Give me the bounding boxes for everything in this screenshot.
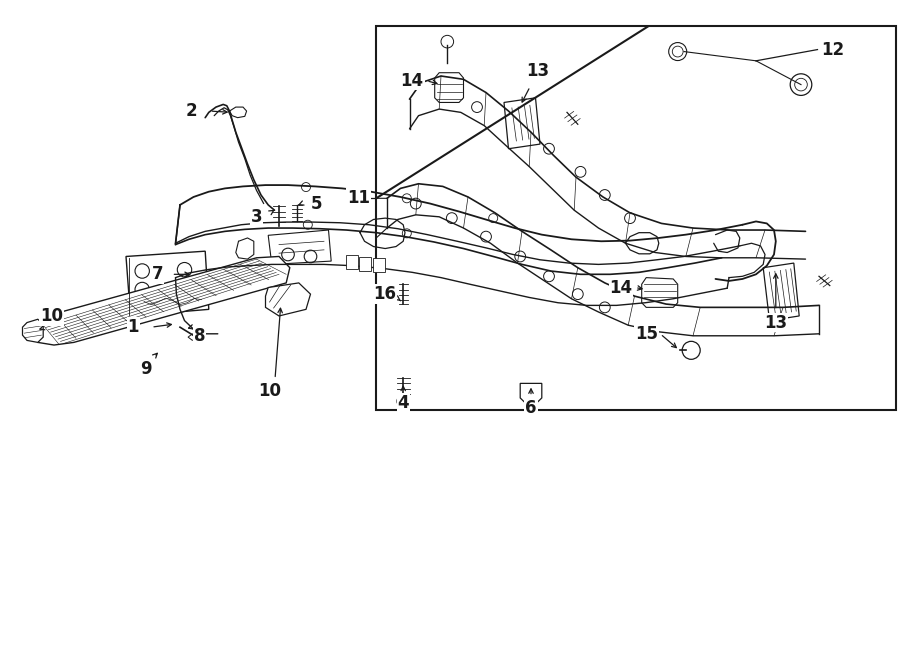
Text: 8: 8 bbox=[194, 327, 205, 345]
Bar bbox=[346, 255, 357, 269]
Polygon shape bbox=[520, 383, 542, 403]
Text: 13: 13 bbox=[526, 62, 550, 81]
Bar bbox=[373, 258, 384, 272]
Text: 10: 10 bbox=[258, 382, 282, 401]
Text: 16: 16 bbox=[373, 285, 396, 303]
Bar bbox=[359, 257, 371, 271]
Polygon shape bbox=[435, 73, 464, 102]
Text: 14: 14 bbox=[400, 71, 424, 90]
Text: 13: 13 bbox=[764, 313, 788, 332]
Text: 12: 12 bbox=[821, 40, 844, 59]
Text: 15: 15 bbox=[634, 325, 658, 343]
Text: 10: 10 bbox=[40, 307, 63, 325]
Text: 6: 6 bbox=[526, 399, 536, 418]
Text: 2: 2 bbox=[186, 102, 197, 120]
Text: 1: 1 bbox=[128, 318, 139, 336]
Polygon shape bbox=[504, 98, 540, 149]
Text: 14: 14 bbox=[609, 278, 633, 297]
Polygon shape bbox=[230, 107, 247, 118]
Polygon shape bbox=[763, 263, 799, 321]
Polygon shape bbox=[376, 26, 896, 410]
Polygon shape bbox=[266, 283, 310, 316]
Polygon shape bbox=[642, 278, 678, 307]
Polygon shape bbox=[268, 230, 331, 264]
Polygon shape bbox=[38, 256, 290, 345]
Text: 7: 7 bbox=[152, 265, 163, 284]
Text: 9: 9 bbox=[140, 360, 151, 378]
Text: 11: 11 bbox=[346, 189, 370, 208]
Text: 5: 5 bbox=[311, 194, 322, 213]
Text: 3: 3 bbox=[251, 208, 262, 226]
Text: 4: 4 bbox=[398, 394, 409, 412]
Polygon shape bbox=[126, 251, 209, 316]
Polygon shape bbox=[22, 319, 43, 342]
